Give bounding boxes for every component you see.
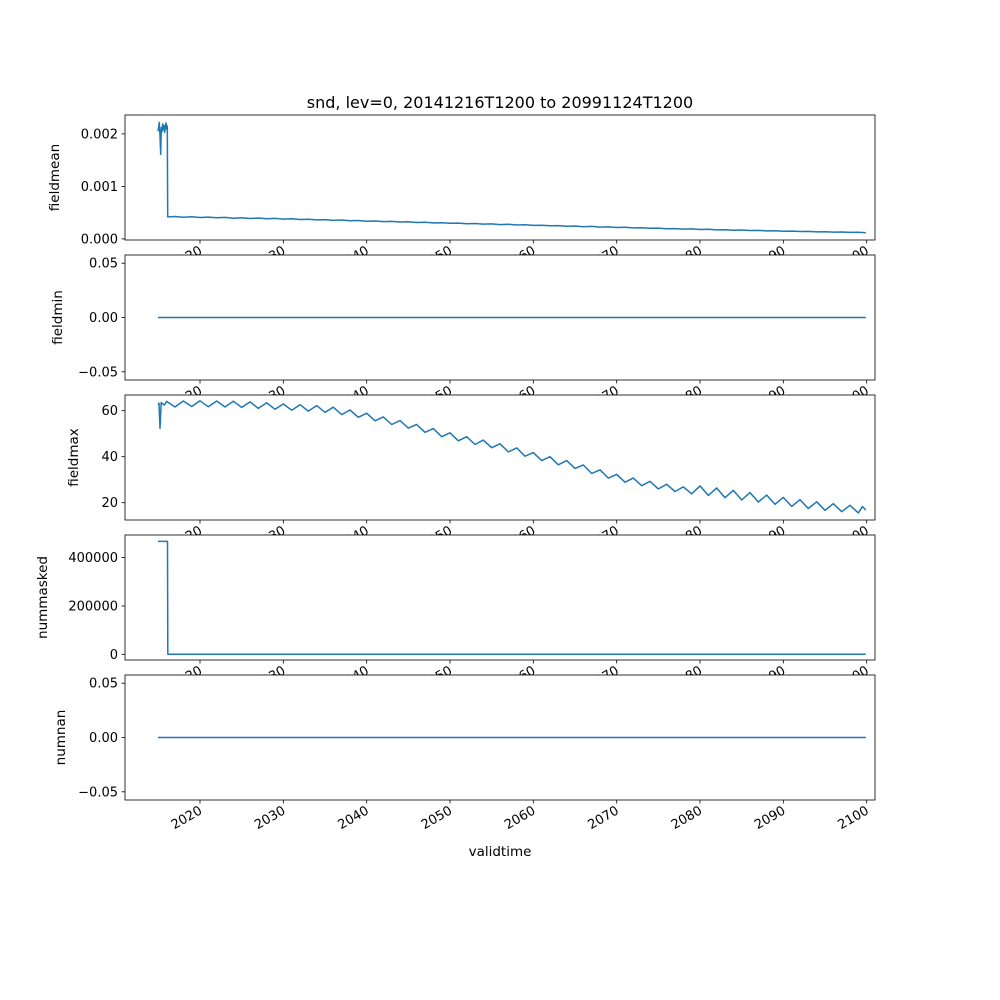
y-tick-label: 0.000: [81, 232, 118, 247]
axes-box: [124, 114, 876, 241]
y-tick-label: 0.00: [89, 311, 118, 326]
y-tick-label: 0.05: [89, 677, 118, 692]
y-tick-label: −0.05: [78, 785, 118, 800]
y-tick-label: 0.00: [89, 731, 118, 746]
y-tick-label: 40: [101, 450, 118, 465]
series-line-fieldmax: [157, 400, 867, 514]
y-axis-label: nummasked: [35, 556, 51, 639]
y-axis-label: fieldmax: [66, 428, 82, 487]
y-axis-label: fieldmin: [50, 290, 66, 345]
series-line-nummasked: [158, 540, 866, 656]
y-tick-label: 0.002: [81, 127, 118, 142]
axes-box: [124, 534, 876, 661]
y-axis-label: numnan: [53, 710, 69, 766]
y-tick-label: −0.05: [78, 365, 118, 380]
y-tick-label: 20: [101, 496, 118, 511]
y-tick-label: 200000: [68, 600, 118, 615]
chart-title: snd, lev=0, 20141216T1200 to 20991124T12…: [307, 93, 693, 112]
y-tick-label: 0.001: [81, 180, 118, 195]
y-axis-label: fieldmean: [47, 144, 63, 211]
y-tick-label: 60: [101, 404, 118, 419]
series-line-fieldmean: [157, 121, 866, 234]
y-tick-label: 0.05: [89, 257, 118, 272]
y-tick-label: 0: [110, 648, 118, 663]
y-tick-label: 400000: [68, 551, 118, 566]
x-axis-label: validtime: [469, 844, 532, 860]
axes-box: [124, 394, 876, 521]
